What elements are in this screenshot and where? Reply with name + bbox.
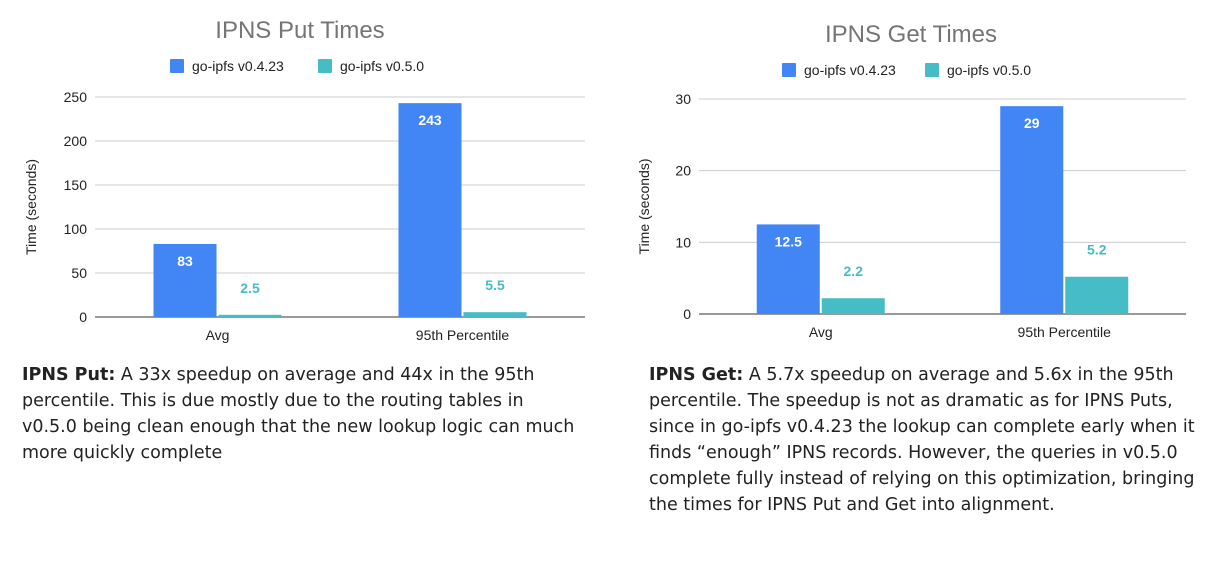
x-tick-label: 95th Percentile [1018, 324, 1112, 340]
y-tick-label: 10 [675, 234, 691, 250]
bar-avg-series-0 [153, 243, 217, 317]
data-label: 2.2 [844, 263, 864, 279]
bar-95th-percentile-series-1 [463, 312, 527, 317]
chart-title: IPNS Put Times [215, 17, 384, 44]
y-tick-label: 200 [64, 133, 88, 149]
legend-label-0: go-ipfs v0.4.23 [804, 62, 896, 78]
x-tick-label: Avg [206, 327, 230, 343]
ipns-put-caption: IPNS Put: A 33x speedup on average and 4… [22, 362, 582, 466]
x-tick-label: Avg [809, 324, 833, 340]
ipns-put-chart: IPNS Put Times go-ipfs v0.4.23 go-ipfs v0.… [23, 17, 585, 343]
y-tick-label: 150 [64, 177, 88, 193]
data-label: 12.5 [775, 233, 802, 249]
y-axis-label: Time (seconds) [636, 159, 652, 255]
legend-swatch-1 [925, 63, 939, 77]
ipns-get-caption: IPNS Get: A 5.7x speedup on average and … [649, 362, 1209, 518]
legend-label-0: go-ipfs v0.4.23 [192, 58, 284, 74]
y-tick-label: 50 [71, 265, 87, 281]
y-tick-label: 0 [79, 309, 87, 325]
data-label: 5.5 [485, 277, 505, 293]
y-tick-label: 20 [675, 163, 691, 179]
y-tick-label: 100 [64, 221, 88, 237]
caption-text: A 33x speedup on average and 44x in the … [22, 365, 575, 463]
data-label: 83 [177, 253, 193, 269]
bar-95th-percentile-series-0 [398, 103, 462, 317]
bar-95th-percentile-series-1 [1065, 276, 1129, 314]
y-axis-label: Time (seconds) [23, 159, 39, 255]
legend-swatch-0 [782, 63, 796, 77]
y-tick-label: 0 [683, 306, 691, 322]
legend-label-1: go-ipfs v0.5.0 [340, 58, 424, 74]
ipns-get-chart: IPNS Get Times go-ipfs v0.4.23 go-ipfs v0.… [636, 21, 1186, 340]
bar-avg-series-0 [756, 224, 820, 314]
data-label: 2.5 [240, 280, 260, 296]
y-tick-label: 250 [64, 89, 88, 105]
bar-avg-series-1 [821, 298, 885, 314]
ipns-put-panel: IPNS Put Times go-ipfs v0.4.23 go-ipfs v0.… [0, 0, 600, 565]
bar-95th-percentile-series-0 [1000, 106, 1064, 315]
x-tick-label: 95th Percentile [416, 327, 510, 343]
chart-title: IPNS Get Times [825, 21, 997, 48]
caption-text: A 5.7x speedup on average and 5.6x in th… [649, 365, 1195, 515]
ipns-get-panel: IPNS Get Times go-ipfs v0.4.23 go-ipfs v0.… [611, 0, 1211, 565]
data-label: 243 [418, 112, 442, 128]
data-label: 29 [1024, 115, 1040, 131]
legend-swatch-1 [318, 59, 332, 73]
caption-bold: IPNS Get: [649, 365, 744, 385]
caption-bold: IPNS Put: [22, 365, 116, 385]
legend-label-1: go-ipfs v0.5.0 [947, 62, 1031, 78]
y-tick-label: 30 [675, 91, 691, 107]
bar-avg-series-1 [218, 314, 282, 317]
data-label: 5.2 [1087, 242, 1107, 258]
legend-swatch-0 [170, 59, 184, 73]
